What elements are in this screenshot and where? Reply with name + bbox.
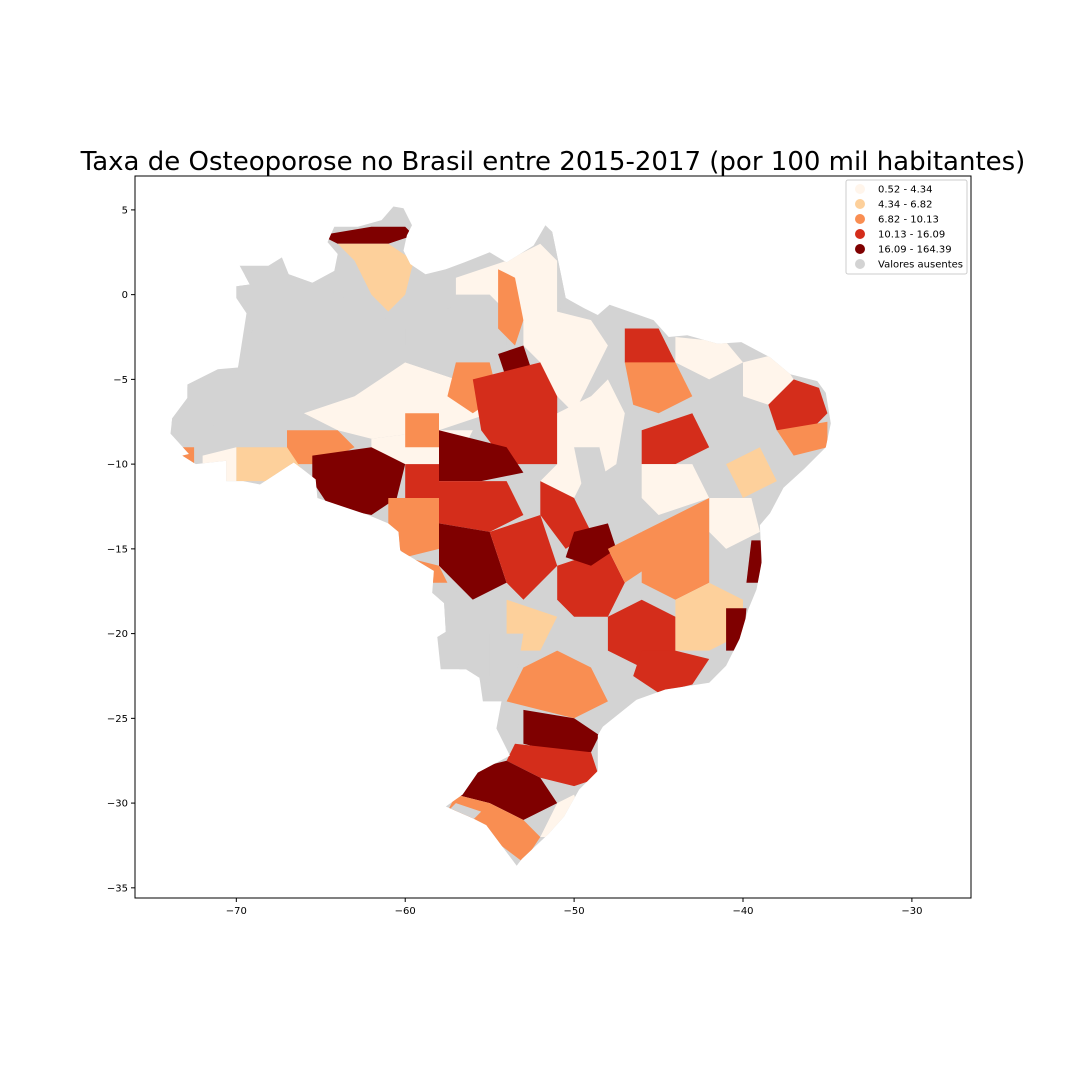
y-tick-label: −5 [113, 375, 128, 386]
region-7 [498, 269, 524, 346]
region-38 [523, 709, 600, 753]
region-21 [439, 481, 524, 532]
region-19 [405, 464, 439, 498]
region-56 [709, 498, 760, 549]
map-background [170, 206, 831, 866]
region-0 [170, 269, 406, 431]
region-2 [405, 294, 507, 380]
legend-marker [855, 214, 865, 224]
legend-label: 0.52 - 4.34 [878, 185, 933, 196]
region-35 [726, 608, 747, 651]
region-11 [523, 311, 608, 414]
region-32 [607, 599, 676, 668]
x-tick-label: −40 [732, 906, 753, 917]
legend-marker [855, 229, 865, 239]
legend-label: 10.13 - 16.09 [878, 230, 945, 241]
region-37 [506, 650, 608, 719]
region-14 [405, 413, 439, 448]
y-tick-label: −25 [107, 714, 128, 725]
region-43 [447, 803, 482, 820]
legend-label: 16.09 - 164.39 [878, 245, 952, 256]
x-tick-label: −50 [564, 906, 585, 917]
legend-label: 6.82 - 10.13 [878, 215, 939, 226]
region-51 [692, 379, 743, 431]
region-24 [489, 515, 558, 600]
y-tick-label: −35 [107, 883, 128, 894]
region-29 [557, 548, 625, 617]
region-54 [768, 379, 828, 431]
y-tick-label: −15 [107, 544, 128, 555]
legend-label: 4.34 - 6.82 [878, 200, 933, 211]
region-53 [743, 354, 794, 405]
region-44 [489, 633, 524, 685]
legend-box [845, 179, 968, 275]
region-20 [439, 430, 524, 482]
legend-marker [855, 184, 865, 194]
legend-marker [855, 259, 865, 269]
region-48 [675, 337, 743, 380]
region-50 [641, 464, 710, 515]
region-45 [574, 379, 625, 482]
y-tick-label: 0 [122, 290, 128, 301]
legend: 0.52 - 4.34 4.34 - 6.82 6.82 - 10.13 10.13 … [845, 179, 968, 275]
region-60 [574, 447, 608, 490]
region-58 [675, 498, 710, 541]
y-axis: 5 0 −5 −10 −15 −20 −25 −30 −35 [107, 205, 135, 894]
region-18 [312, 447, 406, 515]
region-10 [472, 362, 558, 465]
legend-marker [855, 244, 865, 254]
region-36 [633, 650, 710, 693]
legend-marker [855, 199, 865, 209]
axes-frame [134, 175, 972, 899]
region-52 [726, 447, 777, 498]
y-tick-label: −10 [107, 460, 128, 471]
region-5 [320, 226, 414, 244]
region-49 [641, 413, 710, 465]
y-tick-label: −30 [107, 799, 128, 810]
region-40 [455, 760, 558, 820]
region-17 [170, 447, 195, 465]
x-tick-label: −70 [226, 906, 247, 917]
region-47 [624, 362, 693, 414]
x-tick-label: −30 [901, 906, 922, 917]
region-1 [303, 362, 490, 439]
region-23 [439, 523, 507, 600]
region-57 [746, 540, 764, 583]
region-55 [776, 421, 828, 456]
region-22 [388, 498, 439, 558]
y-tick-label: −20 [107, 629, 128, 640]
region-31 [607, 531, 651, 583]
region-33 [641, 515, 710, 600]
region-6 [337, 243, 414, 312]
x-axis: −70 −60 −50 −40 −30 [226, 898, 922, 917]
chart-title: Taxa de Osteoporose no Brasil entre 2015… [80, 147, 1026, 177]
legend-label: Valores ausentes [878, 260, 963, 271]
y-tick-label: 5 [122, 205, 128, 216]
region-39 [506, 743, 600, 787]
region-30 [565, 523, 617, 566]
region-group [170, 218, 828, 863]
x-tick-label: −60 [395, 906, 416, 917]
